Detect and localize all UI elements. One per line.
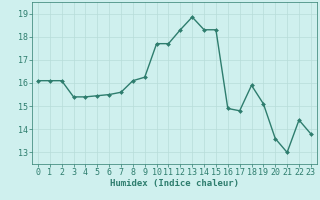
X-axis label: Humidex (Indice chaleur): Humidex (Indice chaleur)	[110, 179, 239, 188]
